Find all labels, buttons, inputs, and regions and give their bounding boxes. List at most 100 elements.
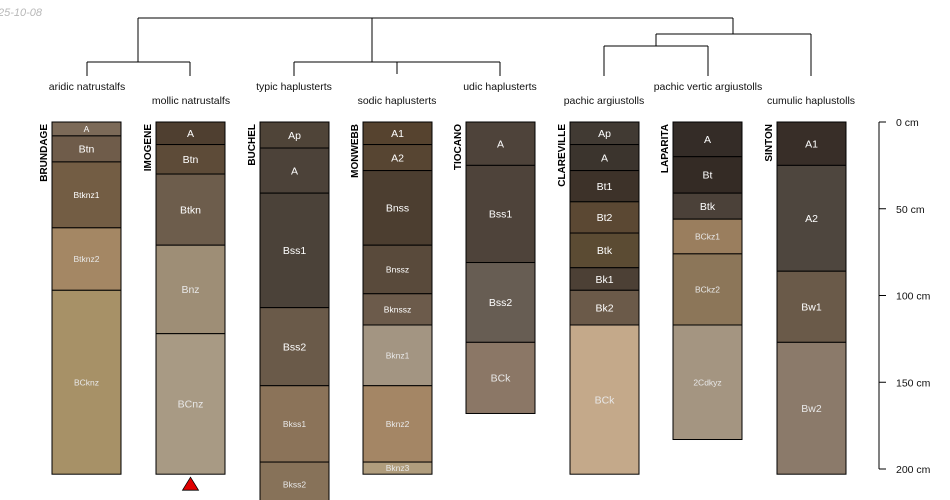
horizon-a xyxy=(672,121,743,158)
horizon-label: Bkss2 xyxy=(283,480,306,490)
taxon-label-typic: typic haplusterts xyxy=(256,81,332,93)
profile-name: BRUNDAGE xyxy=(39,124,50,182)
horizon-bk2 xyxy=(569,289,640,326)
horizon-label: Ap xyxy=(288,130,301,142)
horizon-label: A xyxy=(704,134,711,146)
dendrogram xyxy=(86,17,812,76)
horizon-bkss1 xyxy=(259,385,330,463)
horizon-label: A xyxy=(187,128,194,140)
profile-sinton: A1 A2 Bw1 Bw2 SINTON xyxy=(764,121,847,475)
taxon-label-aridic: aridic natrustalfs xyxy=(49,81,125,93)
horizon-bck xyxy=(465,341,536,414)
depth-tick-label: 200 cm xyxy=(896,464,931,476)
horizon-label: Bss2 xyxy=(489,297,513,309)
horizon-bkss2 xyxy=(259,461,330,500)
truncation-marker xyxy=(181,476,200,491)
horizon-label: BCk xyxy=(491,373,512,385)
horizon-label: Bt2 xyxy=(597,212,613,224)
horizon-label: Btknz2 xyxy=(74,254,100,264)
profile-brundage: A Btn Btknz1 Btknz2 BCknz BRUNDAGE xyxy=(39,121,122,475)
horizon-label: Bt1 xyxy=(597,181,613,193)
horizon-btn xyxy=(155,144,226,175)
profile-buchel: Ap A Bss1 Bss2 Bkss1 Bkss2 BUCHEL xyxy=(247,121,330,500)
horizon-bknz3 xyxy=(362,461,433,475)
date-stamp: 25-10-08 xyxy=(0,7,43,19)
depth-tick-label: 150 cm xyxy=(896,377,931,389)
horizon-btknz2 xyxy=(51,227,122,291)
horizon-bt xyxy=(672,156,743,194)
horizon-label: A2 xyxy=(391,152,404,164)
horizon-bknz2 xyxy=(362,385,433,463)
profile-name: SINTON xyxy=(764,124,775,162)
horizon-a xyxy=(259,147,330,194)
horizon-label: BCkz1 xyxy=(695,232,720,242)
horizon-a xyxy=(465,121,536,166)
horizon-label: A xyxy=(497,138,504,150)
horizon-bcnz xyxy=(155,333,226,475)
profile-name: CLAREVILLE xyxy=(557,124,568,187)
horizon-bnss xyxy=(362,170,433,246)
horizon-label: Bnss xyxy=(386,203,409,215)
profile-imogene: A Btn Btkn Bnz BCnz IMOGENE xyxy=(143,121,226,491)
horizon-label: Bnz xyxy=(181,284,199,296)
taxon-label-sodic: sodic haplusterts xyxy=(358,95,437,107)
horizon-bss1 xyxy=(259,192,330,309)
horizon-label: Bss1 xyxy=(283,245,307,257)
horizon-ap xyxy=(259,121,330,149)
taxon-label-pachic: pachic argiustolls xyxy=(564,95,645,107)
depth-tick-label: 100 cm xyxy=(896,291,931,303)
horizon-btk xyxy=(672,192,743,220)
profile-name: IMOGENE xyxy=(143,124,154,172)
horizon-label: Btn xyxy=(183,154,199,166)
horizon-bnz xyxy=(155,244,226,335)
depth-axis: 0 cm 50 cm 100 cm 150 cm 200 cm xyxy=(878,117,931,476)
horizon-label: Btk xyxy=(700,201,716,213)
horizon-label: BCknz xyxy=(74,377,99,387)
horizon-bt2 xyxy=(569,201,640,234)
horizon-bw2 xyxy=(776,341,847,475)
horizon-label: Bk2 xyxy=(595,302,613,314)
horizon-label: A2 xyxy=(805,213,818,225)
horizon-label: Btk xyxy=(597,245,613,257)
profile-tiocano: A Bss1 Bss2 BCk TIOCANO xyxy=(453,121,536,414)
horizon-label: Btn xyxy=(79,144,95,156)
horizon-bss2 xyxy=(465,262,536,343)
taxon-label-pachicvertic: pachic vertic argiustolls xyxy=(654,81,763,93)
horizon-label: Bknssz xyxy=(384,304,411,314)
horizon-label: A xyxy=(601,152,608,164)
horizon-bck xyxy=(569,324,640,475)
horizon-bckz2 xyxy=(672,253,743,326)
horizon-bnssz xyxy=(362,244,433,295)
horizon-bcknz xyxy=(51,289,122,475)
horizon-label: Bw1 xyxy=(801,302,822,314)
horizon-label: Bkss1 xyxy=(283,419,306,429)
horizon-label: 2Cdkyz xyxy=(693,377,721,387)
horizon-label: A1 xyxy=(805,138,818,150)
profile-monwebb: A1 A2 Bnss Bnssz Bknssz Bknz1 Bknz2 Bknz3 MONWEB… xyxy=(350,121,433,475)
horizon-bss1 xyxy=(465,164,536,264)
horizon-label: Btkn xyxy=(180,204,201,216)
profile-name: BUCHEL xyxy=(247,124,258,166)
profile-laparita: A Bt Btk BCkz1 BCkz2 2Cdkyz LAPARITA xyxy=(660,121,743,441)
horizon-label: Bknz3 xyxy=(386,463,410,473)
horizon-label: Btknz1 xyxy=(74,190,100,200)
horizon-btn xyxy=(51,135,122,163)
horizon-label: Bt xyxy=(703,170,713,182)
profile-name: TIOCANO xyxy=(453,124,464,170)
horizon-label: A xyxy=(84,124,90,134)
taxon-label-cumulic: cumulic haplustolls xyxy=(767,95,855,107)
horizon-label: Bknz1 xyxy=(386,350,410,360)
horizon-label: BCnz xyxy=(178,399,204,411)
horizon-a xyxy=(569,144,640,172)
horizon-label: Bw2 xyxy=(801,403,822,415)
horizon-label: Bnssz xyxy=(386,265,409,275)
horizon-bknssz xyxy=(362,293,433,326)
horizon-label: Bknz2 xyxy=(386,419,410,429)
horizon-label: Bk1 xyxy=(595,274,613,286)
profile-name: LAPARITA xyxy=(660,124,671,173)
horizon-label: Bss2 xyxy=(283,341,307,353)
horizon-a1 xyxy=(776,121,847,166)
horizon-label: Bss1 xyxy=(489,209,513,221)
depth-tick-label: 0 cm xyxy=(896,117,919,129)
